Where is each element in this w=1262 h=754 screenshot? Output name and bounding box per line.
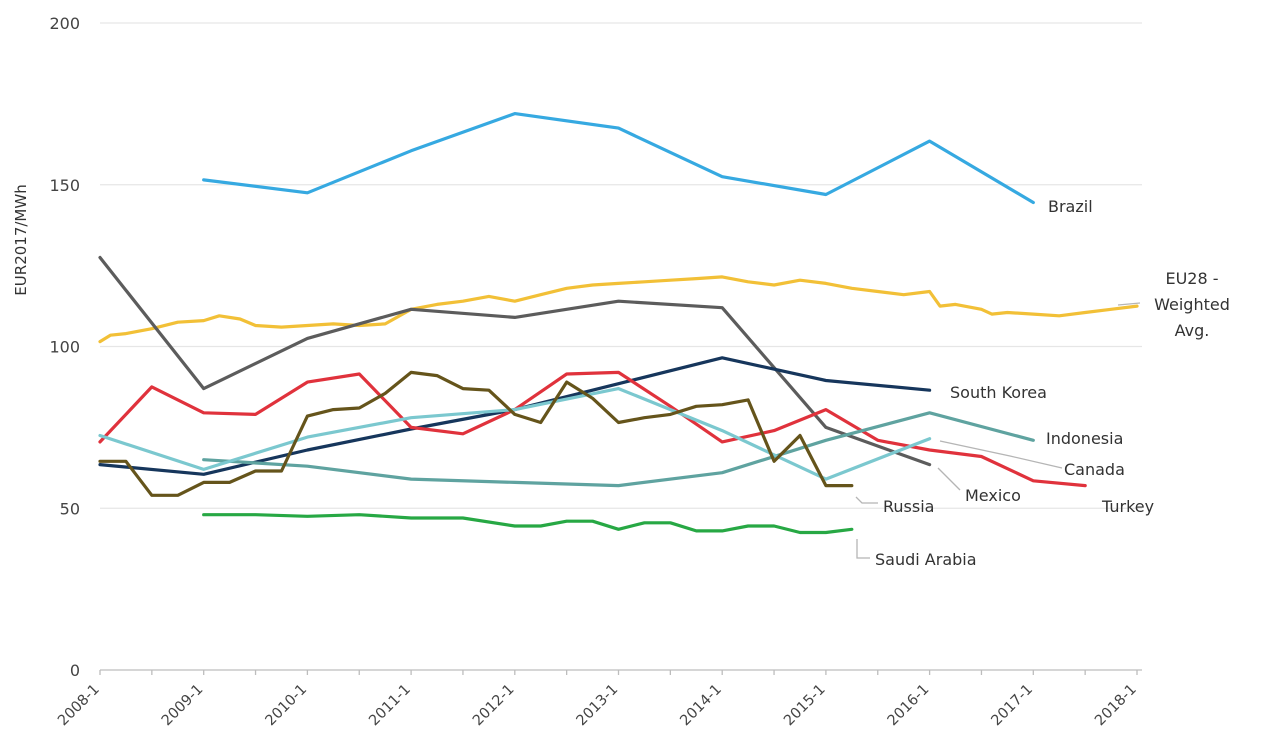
- series-label: Avg.: [1175, 321, 1210, 340]
- x-tick-label: 2010-1: [263, 682, 311, 730]
- series-labels: Brazil EU28 - Weighted Avg. South Korea Indon…: [855, 197, 1230, 569]
- gridlines: [100, 22, 1142, 509]
- x-tick-label: 2016-1: [885, 682, 933, 730]
- series-line-russia: [98, 370, 854, 497]
- series-label: Weighted: [1154, 295, 1230, 314]
- x-tick-label: 2017-1: [988, 682, 1036, 730]
- series-label: Brazil: [1048, 197, 1093, 216]
- series-label: Russia: [883, 497, 934, 516]
- x-tick-label: 2018-1: [1092, 682, 1140, 730]
- series-line-mexico: [98, 255, 932, 467]
- series-line-brazil: [202, 111, 1035, 205]
- y-tick-label: 0: [70, 661, 80, 680]
- y-tick-label: 100: [49, 338, 80, 357]
- label-leader-line: [939, 440, 1063, 469]
- series-line-saudi-arabia: [202, 513, 854, 535]
- x-tick-label: 2013-1: [574, 682, 622, 730]
- y-tick-label: 200: [49, 14, 80, 33]
- series-label: Canada: [1064, 460, 1125, 479]
- x-tick-label: 2012-1: [470, 682, 518, 730]
- label-leader-line: [1117, 302, 1141, 306]
- series-label: Indonesia: [1046, 429, 1123, 448]
- series-label: Mexico: [965, 486, 1021, 505]
- series-label: Turkey: [1101, 497, 1154, 516]
- label-leader-line: [937, 467, 961, 491]
- series-line-turkey: [98, 370, 1087, 488]
- label-leader-line: [855, 496, 878, 504]
- series-label: Saudi Arabia: [875, 550, 977, 569]
- x-tick-label: 2008-1: [55, 682, 103, 730]
- x-tick-label: 2011-1: [366, 682, 414, 730]
- series-label: South Korea: [950, 383, 1047, 402]
- y-tick-label: 50: [60, 499, 80, 518]
- label-leader-line: [856, 539, 870, 559]
- y-axis-label: EUR2017/MWh: [12, 184, 30, 295]
- y-tick-label: 150: [49, 176, 80, 195]
- series-line-canada: [98, 387, 932, 481]
- x-tick-label: 2015-1: [781, 682, 829, 730]
- series-line-indonesia: [202, 411, 1035, 488]
- series-label: EU28 -: [1165, 269, 1218, 288]
- series-line-eu28-weighted-avg: [98, 275, 1139, 344]
- x-tick-label: 2009-1: [159, 682, 207, 730]
- x-tick-label: 2014-1: [677, 682, 725, 730]
- series-lines: [98, 111, 1139, 535]
